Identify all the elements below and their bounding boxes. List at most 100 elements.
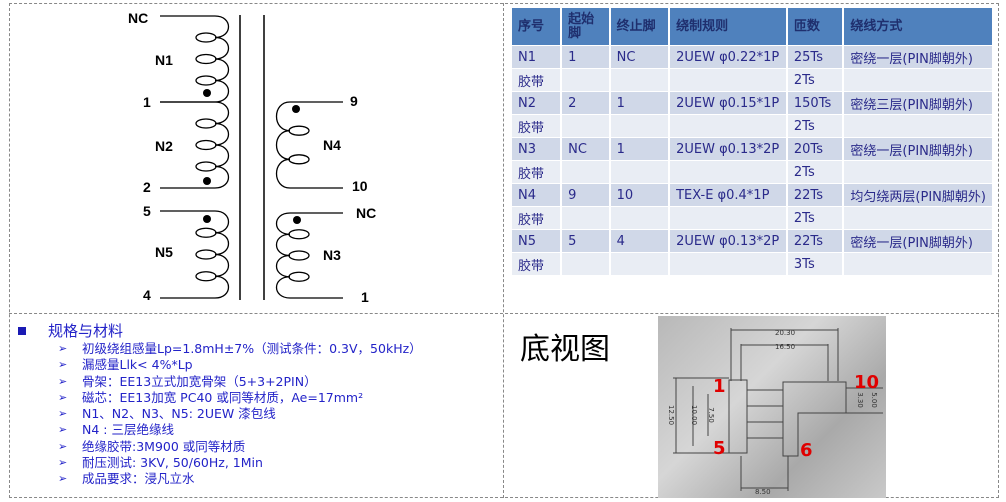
winding-table: 序号 起始脚 终止脚 绕制规则 匝数 绕线方式 N1 1 NC 2UEW φ0.22*1P 25T… xyxy=(512,8,994,275)
coil xyxy=(276,101,291,189)
coil-loop xyxy=(195,75,217,86)
coil-loop xyxy=(195,139,217,151)
transformer-schematic: NC 1 2 5 4 9 10 NC 1 N1 N2 N5 N4 N3 xyxy=(128,10,376,305)
table-cell: N3 xyxy=(512,137,563,161)
pin-label: 6 xyxy=(800,440,813,461)
bullet-square-icon xyxy=(18,326,26,335)
arrow-bullet-icon: ➢ xyxy=(58,407,68,421)
table-cell: 密绕一层(PIN脚朝外) xyxy=(843,137,994,161)
pin-label: 4 xyxy=(143,287,151,303)
dimension-label: 3.30 xyxy=(856,392,864,408)
pin-label: 5 xyxy=(143,203,151,219)
spec-text: N4 : 三层绝缘线 xyxy=(82,422,174,438)
table-cell xyxy=(609,252,671,275)
pin-label: 5 xyxy=(713,438,726,459)
table-row: N2 2 1 2UEW φ0.15*1P 150Ts 密绕三层(PIN脚朝外) xyxy=(512,91,994,115)
table-cell: N1 xyxy=(512,45,563,69)
table-cell xyxy=(843,160,994,184)
table-cell: 25Ts xyxy=(786,45,845,69)
table-cell: 胶带 xyxy=(512,160,563,184)
arrow-bullet-icon: ➢ xyxy=(58,423,68,437)
table-cell: 5 xyxy=(561,229,611,253)
table-row: 胶带 3Ts xyxy=(512,252,994,275)
coil-loop xyxy=(195,32,217,43)
pin-label: NC xyxy=(128,10,148,26)
arrow-bullet-icon: ➢ xyxy=(58,342,68,355)
table-cell xyxy=(609,114,671,138)
table-cell: NC xyxy=(609,45,671,69)
coil xyxy=(214,15,230,103)
table-cell: 2Ts xyxy=(786,206,845,230)
table-cell xyxy=(669,252,788,275)
column-header: 绕制规则 xyxy=(669,8,788,46)
dimension-label: 7.50 xyxy=(707,407,715,423)
coil-loop xyxy=(195,53,217,65)
pin-label: 2 xyxy=(143,179,151,195)
arrow-bullet-icon: ➢ xyxy=(58,358,68,372)
coil-loop xyxy=(288,250,310,261)
spec-text: 绝缘胶带:3M900 或同等材质 xyxy=(82,438,246,454)
table-cell xyxy=(561,114,611,138)
spec-text: 成品要求：浸凡立水 xyxy=(82,471,195,487)
table-cell: N2 xyxy=(512,91,563,115)
coil-loop xyxy=(288,271,310,282)
arrow-bullet-icon: ➢ xyxy=(58,472,68,486)
coil-loop xyxy=(195,118,217,129)
outer-frame xyxy=(9,3,999,498)
coil-loop xyxy=(288,125,310,136)
table-cell: 1 xyxy=(609,137,671,161)
table-cell xyxy=(843,68,994,92)
spec-text: 骨架：EE13立式加宽骨架（5+3+2PIN） xyxy=(82,373,317,389)
table-row: N5 5 4 2UEW φ0.13*2P 22Ts 密绕一层(PIN脚朝外) xyxy=(512,229,994,253)
bottom-view-photo: 20.30 16.50 8.50 12.50 10.00 7.50 3.30 5… xyxy=(658,316,886,498)
arrow-bullet-icon: ➢ xyxy=(58,456,68,470)
table-cell: 2UEW φ0.15*1P xyxy=(669,91,788,115)
dimension-label: 8.50 xyxy=(755,488,771,496)
dimension-label: 16.50 xyxy=(775,343,795,351)
column-header: 终止脚 xyxy=(609,8,671,46)
table-cell xyxy=(669,160,788,184)
table-cell: TEX-E φ0.4*1P xyxy=(669,183,788,207)
table-row: N4 9 10 TEX-E φ0.4*1P 22Ts 均匀绕两层(PIN脚朝外) xyxy=(512,183,994,207)
spec-text: 漏感量Llk< 4%*Lp xyxy=(82,357,193,373)
column-header: 序号 xyxy=(512,8,563,46)
polarity-dot xyxy=(203,215,211,223)
dimension-label: 10.00 xyxy=(690,405,698,425)
table-cell: 2Ts xyxy=(786,114,845,138)
table-cell: 密绕一层(PIN脚朝外) xyxy=(843,229,994,253)
spec-item: ➢ 成品要求：浸凡立水 xyxy=(58,471,422,487)
dimension-label: 12.50 xyxy=(667,405,675,425)
coil-loop xyxy=(195,227,217,238)
arrow-bullet-icon: ➢ xyxy=(58,374,68,388)
arrow-bullet-icon: ➢ xyxy=(58,390,68,404)
dimension-label: 5.00 xyxy=(870,392,878,408)
coil-loop xyxy=(288,154,310,165)
coil xyxy=(214,101,230,189)
table-cell: 2UEW φ0.22*1P xyxy=(669,45,788,69)
coil-loop xyxy=(195,249,217,260)
divider-vertical xyxy=(503,3,504,498)
spec-text: 磁芯：EE13加宽 PC40 或同等材质，Ae=17mm² xyxy=(82,389,364,405)
table-cell: N5 xyxy=(512,229,563,253)
table-cell: 胶带 xyxy=(512,114,563,138)
table-row: N1 1 NC 2UEW φ0.22*1P 25Ts 密绕一层(PIN脚朝外) xyxy=(512,45,994,69)
table-cell: 9 xyxy=(561,183,611,207)
table-cell xyxy=(609,160,671,184)
specs-title: 规格与材料 xyxy=(48,322,124,340)
table-cell xyxy=(609,68,671,92)
table-cell: 胶带 xyxy=(512,252,563,275)
table-cell: 2Ts xyxy=(786,160,845,184)
spec-text: 初级绕组感量Lp=1.8mH±7%（测试条件：0.3V，50kHz） xyxy=(82,341,422,356)
table-cell: 22Ts xyxy=(786,229,845,253)
spec-item: ➢ N1、N2、N3、N5: 2UEW 漆包线 xyxy=(58,406,422,422)
table-cell: 10 xyxy=(609,183,671,207)
table-cell xyxy=(843,114,994,138)
table-cell: 3Ts xyxy=(786,252,845,275)
table-cell: 胶带 xyxy=(512,68,563,92)
table-cell xyxy=(609,206,671,230)
table-row: 胶带 2Ts xyxy=(512,160,994,184)
table-cell: 2Ts xyxy=(786,68,845,92)
winding-label: N2 xyxy=(155,138,173,154)
table-cell: 2 xyxy=(561,91,611,115)
coil-loop xyxy=(288,229,310,240)
